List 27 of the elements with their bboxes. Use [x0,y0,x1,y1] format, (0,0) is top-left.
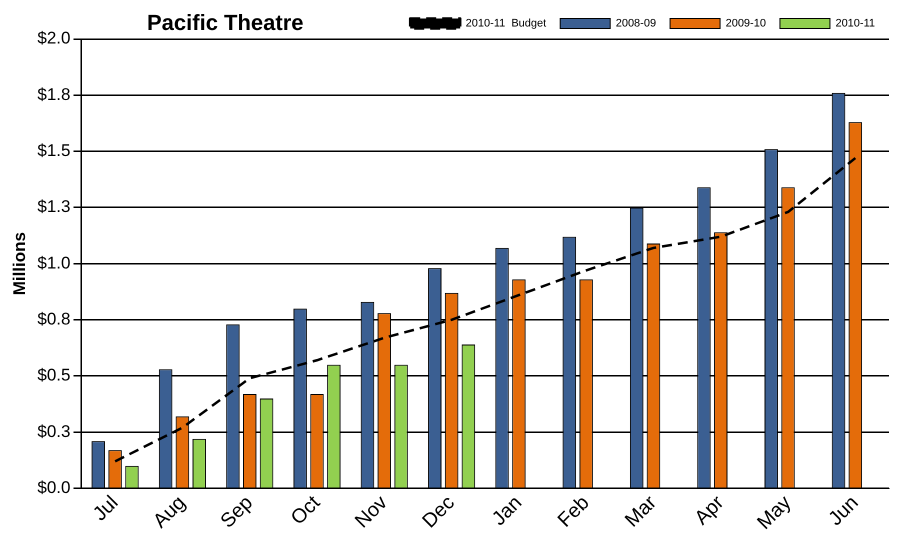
x-tick-label: Jan [488,492,526,530]
x-tick-label: Nov [351,492,392,532]
x-tick-label: Apr [690,491,728,530]
chart-title: Pacific Theatre [147,10,304,36]
y-tick-label: $0.5 [37,366,70,385]
y-axis-title: Millions [10,232,29,296]
y-tick-label: $1.0 [37,253,70,272]
legend-label: 2009-10 [726,18,766,30]
x-tick-label: May [753,492,796,534]
x-tick-label: Jun [824,492,863,530]
x-tick-label: Sep [216,492,258,532]
x-tick-label: Mar [620,491,662,532]
y-tick-label: $1.3 [37,197,70,216]
x-tick-label: Aug [149,492,190,532]
legend-label: 2010-11 [835,18,876,30]
y-tick-label: $0.3 [37,422,70,441]
x-tick-label: Feb [554,492,594,532]
y-tick-label: $0.0 [37,478,70,497]
x-tick-label: Oct [286,491,325,530]
x-tick-label: Dec [418,492,460,532]
legend-label: 2010-11 Budget [466,18,546,30]
legend-label: 2008-09 [616,18,656,30]
y-tick-label: $2.0 [37,28,70,48]
y-tick-label: $1.8 [37,84,70,104]
x-tick-label: Jul [88,492,123,526]
y-tick-label: $0.8 [37,310,70,329]
y-tick-label: $1.5 [37,141,70,160]
